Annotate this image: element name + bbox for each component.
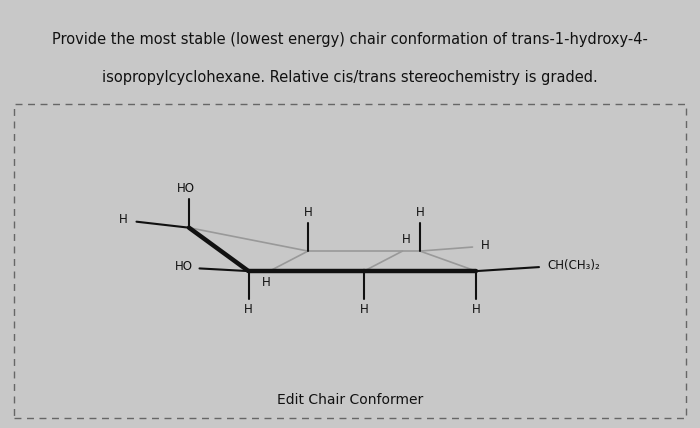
Text: Provide the most stable (lowest energy) chair conformation of trans-1-hydroxy-4-: Provide the most stable (lowest energy) …	[52, 32, 648, 47]
Text: H: H	[481, 239, 490, 252]
Text: CH(CH₃)₂: CH(CH₃)₂	[547, 259, 600, 272]
Text: H: H	[416, 206, 424, 219]
Text: Edit Chair Conformer: Edit Chair Conformer	[277, 392, 423, 407]
Text: H: H	[304, 206, 312, 219]
Text: H: H	[262, 276, 270, 289]
Text: H: H	[360, 303, 368, 316]
Text: H: H	[119, 213, 128, 226]
Text: HO: HO	[176, 182, 195, 195]
Text: isopropylcyclohexane. Relative cis/trans stereochemistry is graded.: isopropylcyclohexane. Relative cis/trans…	[102, 70, 598, 85]
Text: HO: HO	[174, 260, 193, 273]
Text: H: H	[472, 303, 480, 316]
Text: H: H	[244, 303, 253, 316]
Text: H: H	[402, 233, 410, 247]
